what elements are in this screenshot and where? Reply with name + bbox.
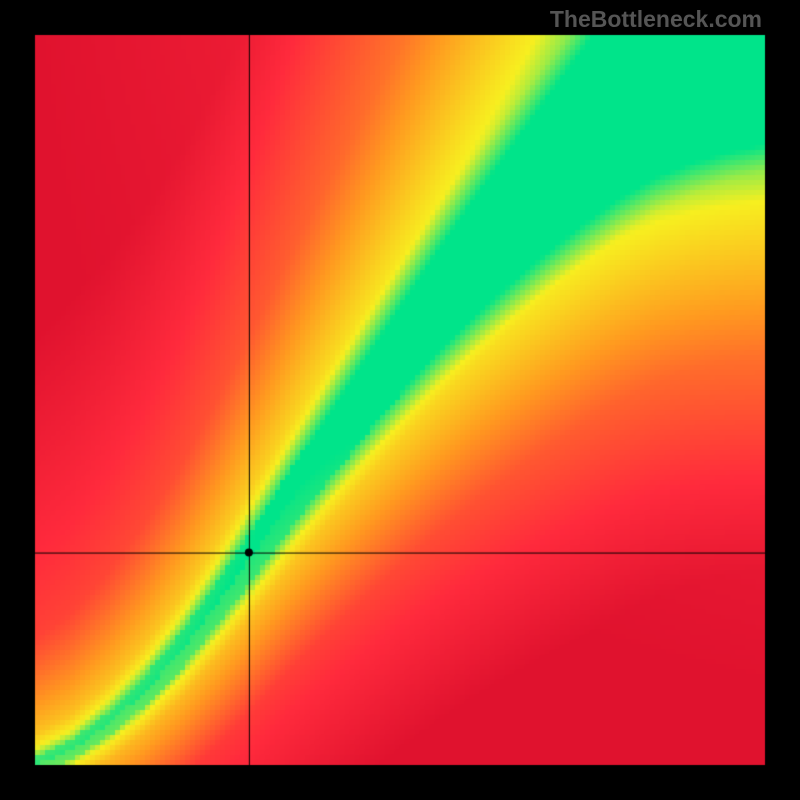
source-watermark: TheBottleneck.com	[550, 6, 762, 33]
bottleneck-heatmap	[0, 0, 800, 800]
